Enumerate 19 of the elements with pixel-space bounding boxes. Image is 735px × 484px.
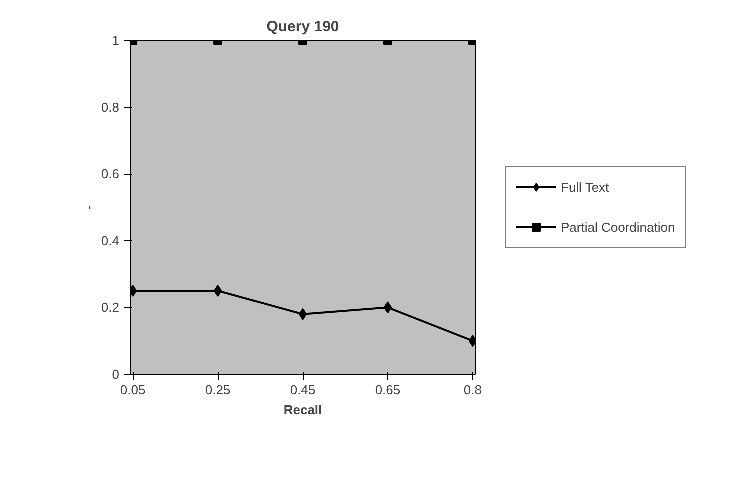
chart-title: Query 190 — [266, 18, 340, 36]
x-axis-title: Recall — [284, 402, 322, 418]
y-tick-label: 0.6 — [101, 166, 120, 182]
point — [298, 308, 308, 320]
legend-label: Partial Coordination — [561, 220, 676, 234]
point — [384, 302, 392, 314]
x-tick-label: 0.25 — [205, 382, 231, 398]
x-tick-label: 0.05 — [120, 382, 146, 398]
y-tick-label: 0.4 — [101, 233, 120, 248]
legend-label: Full Text — [561, 180, 610, 194]
x-tick-label: 0.45 — [290, 382, 316, 398]
y-axis-title: - — [81, 205, 96, 210]
x-tick-label: 0.8 — [464, 382, 482, 398]
y-tick-label: 0.8 — [101, 100, 120, 115]
y-tick-label: 1 — [112, 33, 120, 48]
y-tick-label: 0.2 — [101, 300, 120, 316]
x-tick-label: 0.65 — [375, 382, 401, 398]
point — [214, 285, 222, 297]
y-tick-label: 0 — [112, 367, 120, 382]
